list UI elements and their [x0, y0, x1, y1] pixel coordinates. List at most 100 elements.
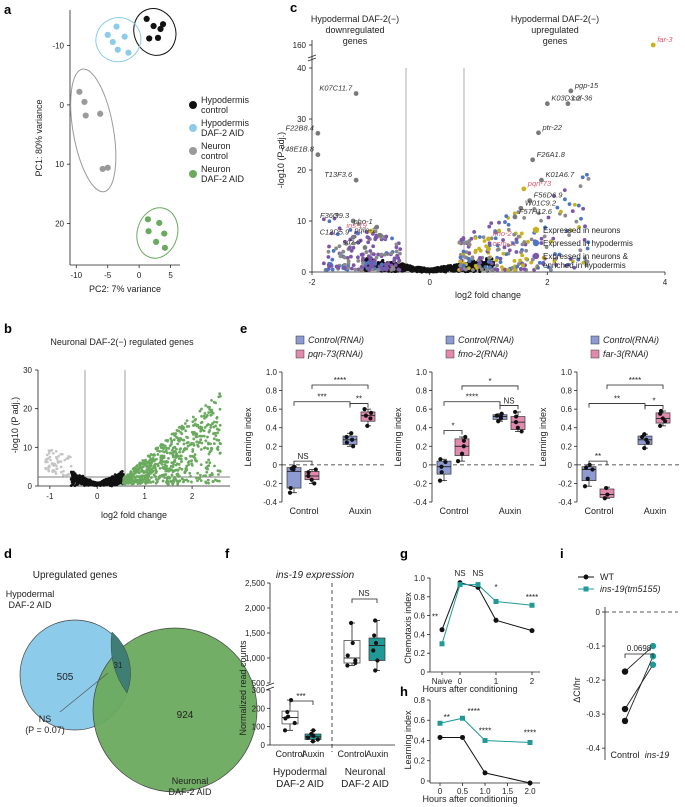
- e-point: [287, 490, 293, 495]
- c-legend-label: Expressed in neurons: [543, 226, 620, 235]
- b-point: [160, 473, 164, 477]
- b-point: [186, 461, 190, 464]
- c-point: [389, 251, 394, 256]
- b-point: [50, 448, 54, 452]
- h-ytick-label: 0.2: [414, 757, 426, 766]
- e-point: [513, 420, 519, 425]
- c-point: [376, 252, 381, 257]
- b-point: [182, 438, 186, 442]
- b-point: [212, 420, 216, 424]
- b-point: [113, 480, 117, 483]
- c-point: [555, 205, 560, 210]
- g-ytick-label: 0.8: [414, 593, 426, 602]
- b-point: [207, 411, 211, 415]
- e-ytick-label: 0.8: [561, 387, 573, 396]
- g-xtick-label: 0: [458, 677, 463, 686]
- b-point: [153, 462, 157, 466]
- e-ytick-label: 0.4: [266, 424, 278, 433]
- f-point: [350, 640, 355, 646]
- c-point: [483, 265, 488, 269]
- c-point: [539, 241, 544, 245]
- b-point: [185, 464, 189, 468]
- b-point: [215, 416, 219, 420]
- b-point: [215, 438, 219, 442]
- c-point: [504, 214, 509, 219]
- b-point: [212, 425, 216, 429]
- c-point: [500, 265, 504, 270]
- b-point: [173, 460, 177, 464]
- c-point: [549, 239, 554, 244]
- b-point: [119, 470, 123, 474]
- c-point: [365, 230, 369, 235]
- c-point: [582, 237, 587, 242]
- e-subplot: Control(RNAi) fmo-2(RNAi) -0.4 -0.2 0 0.2 0.4 0…: [393, 335, 537, 516]
- a-group-ellipse: [95, 17, 142, 63]
- c-point: [567, 202, 572, 207]
- b-point: [62, 469, 65, 473]
- d-set-name: DAF-2 AID: [168, 787, 212, 797]
- c-point: [450, 266, 454, 270]
- a-point: [125, 49, 132, 56]
- b-point: [186, 444, 190, 448]
- c-gene-label: pqn-73: [527, 179, 552, 188]
- c-point: [563, 213, 568, 218]
- b-point: [174, 454, 178, 457]
- b-point: [146, 476, 150, 480]
- c-point: [332, 216, 337, 221]
- b-point: [208, 428, 212, 432]
- c-point: [572, 265, 577, 270]
- e-point: [443, 459, 448, 465]
- b-point: [151, 480, 155, 484]
- f-ytick-label: 0: [261, 741, 266, 750]
- c-gene-point: [536, 130, 541, 136]
- c-gene-label: osm-11: [493, 239, 517, 248]
- b-point: [116, 477, 120, 481]
- c-legend-label: Expressed in hypodermis: [543, 239, 633, 248]
- h-xtick-label: 0: [438, 787, 443, 796]
- b-point: [206, 435, 209, 439]
- b-point: [144, 478, 148, 482]
- c-point: [380, 267, 385, 272]
- h-point: [482, 737, 488, 743]
- c-point: [356, 231, 360, 236]
- c-gene-point: [353, 91, 359, 96]
- c-legend-marker: [532, 239, 540, 247]
- b-point: [145, 465, 149, 469]
- b-xtick-label: 1: [142, 492, 147, 501]
- f-point: [311, 728, 316, 733]
- c-point: [458, 259, 463, 264]
- b-point: [94, 481, 97, 485]
- c-point: [585, 172, 589, 177]
- c-legend-marker: [532, 252, 540, 260]
- b-point: [44, 467, 48, 471]
- e-point: [663, 419, 668, 424]
- f-group-label: DAF-2 AID: [276, 779, 324, 790]
- c-point: [541, 261, 545, 266]
- b-point: [159, 460, 163, 464]
- b-point: [166, 439, 169, 443]
- g-xtick-label: Naive: [432, 677, 453, 686]
- e-sig-label: **: [614, 395, 620, 404]
- c-point: [361, 252, 365, 257]
- b-point: [199, 448, 203, 451]
- c-point: [552, 259, 557, 264]
- b-point: [204, 415, 208, 419]
- f-point: [353, 658, 358, 663]
- c-point: [368, 249, 373, 253]
- c-point: [497, 220, 501, 225]
- b-point: [198, 473, 202, 477]
- e-sig-label: ***: [317, 393, 326, 402]
- b-point: [174, 451, 178, 454]
- c-gene-point: [527, 198, 533, 204]
- b-point: [202, 429, 206, 433]
- a-point: [154, 34, 162, 41]
- b-point: [154, 477, 158, 481]
- c-point: [512, 211, 517, 216]
- e-ytick-label: 0.6: [266, 405, 278, 414]
- c-point: [440, 268, 444, 273]
- c-point: [364, 250, 369, 254]
- b-point: [208, 461, 212, 465]
- b-point: [117, 473, 121, 477]
- c-point: [514, 250, 519, 254]
- c-point: [446, 264, 450, 268]
